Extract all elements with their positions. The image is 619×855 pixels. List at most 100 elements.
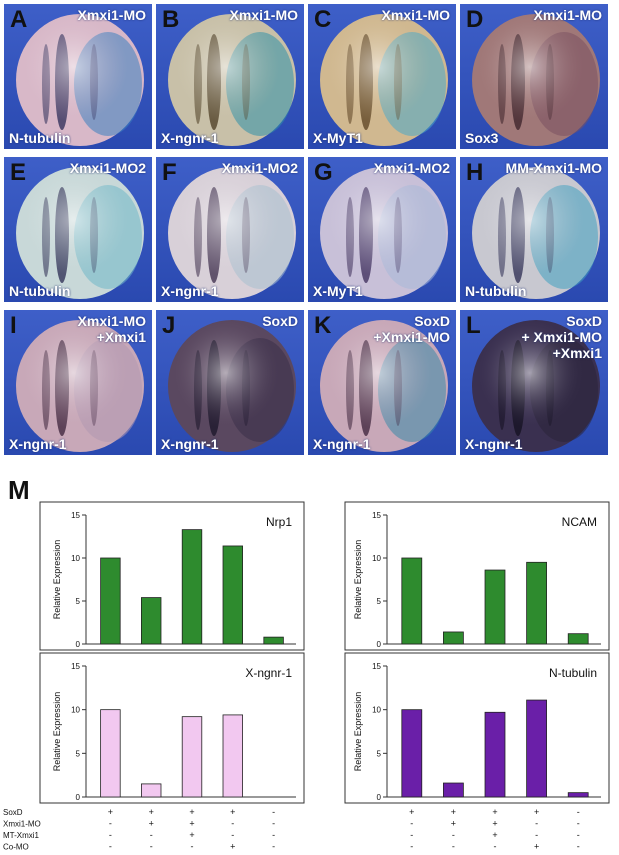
condition-label: MT-Xmxi1	[3, 831, 40, 840]
condition-label: Co-MO	[3, 843, 29, 852]
panel-condition: Xmxi1-MO	[534, 7, 602, 23]
bar-3	[182, 530, 202, 644]
panel-condition: Xmxi1-MO +Xmxi1	[78, 313, 146, 345]
y-axis-label: Relative Expression	[52, 540, 62, 620]
panel-letter: H	[466, 159, 483, 187]
y-tick-label: 0	[377, 793, 382, 802]
panel-letter: L	[466, 312, 481, 340]
panel-marker: X-ngnr-1	[161, 436, 219, 452]
panel-j: J SoxD X-ngnr-1	[156, 310, 304, 455]
condition-sign: -	[231, 830, 234, 840]
panel-condition: MM-Xmxi1-MO	[506, 160, 602, 176]
y-axis-label: Relative Expression	[353, 692, 363, 772]
y-tick-label: 0	[377, 640, 382, 649]
condition-sign: -	[410, 842, 413, 852]
condition-sign: -	[577, 830, 580, 840]
panel-marker: N-tubulin	[9, 130, 70, 146]
condition-sign: +	[492, 830, 497, 840]
condition-sign: -	[272, 842, 275, 852]
chart-title: N-tubulin	[549, 666, 597, 680]
y-tick-label: 15	[71, 511, 80, 520]
panel-e: E Xmxi1-MO2 N-tubulin	[4, 157, 152, 302]
condition-sign: +	[534, 807, 539, 817]
condition-sign: -	[452, 842, 455, 852]
condition-sign: -	[272, 807, 275, 817]
condition-sign: +	[230, 842, 235, 852]
condition-sign: +	[492, 807, 497, 817]
panel-marker: N-tubulin	[465, 283, 526, 299]
condition-sign: +	[451, 807, 456, 817]
embryo-image	[4, 157, 152, 302]
panel-b: B Xmxi1-MO X-ngnr-1	[156, 4, 304, 149]
expression-charts: 0 5 10 15 Relative Expression Nrp1 0 5 10 15 Relat…	[0, 500, 619, 855]
panel-letter: I	[10, 312, 17, 340]
condition-sign: +	[189, 830, 194, 840]
condition-sign: -	[410, 830, 413, 840]
bar-2	[141, 784, 161, 797]
condition-sign: -	[231, 819, 234, 829]
condition-sign: -	[272, 830, 275, 840]
condition-sign: -	[494, 842, 497, 852]
bar-2	[443, 783, 463, 797]
bar-5	[264, 637, 284, 644]
condition-sign: -	[150, 830, 153, 840]
y-tick-label: 5	[76, 749, 81, 758]
panel-c: C Xmxi1-MO X-MyT1	[308, 4, 456, 149]
panel-g: G Xmxi1-MO2 X-MyT1	[308, 157, 456, 302]
panel-condition: SoxD	[262, 313, 298, 329]
condition-sign: -	[452, 830, 455, 840]
condition-sign: +	[189, 819, 194, 829]
condition-sign: +	[189, 807, 194, 817]
chart-title: NCAM	[562, 515, 597, 529]
panel-d: D Xmxi1-MO Sox3	[460, 4, 608, 149]
condition-sign: -	[109, 819, 112, 829]
y-tick-label: 15	[372, 662, 381, 671]
y-tick-label: 15	[71, 662, 80, 671]
y-tick-label: 10	[71, 554, 80, 563]
panel-letter: A	[10, 6, 27, 34]
panel-letter: G	[314, 159, 333, 187]
bar-1	[402, 710, 422, 797]
bar-3	[485, 712, 505, 797]
panel-condition: Xmxi1-MO	[382, 7, 450, 23]
chart-title: X-ngnr-1	[245, 666, 292, 680]
panel-letter: F	[162, 159, 177, 187]
condition-sign: +	[409, 807, 414, 817]
panel-a: A Xmxi1-MO N-tubulin	[4, 4, 152, 149]
panel-marker: X-ngnr-1	[161, 130, 219, 146]
bar-4	[527, 562, 547, 644]
panel-letter: C	[314, 6, 331, 34]
panel-k: K SoxD +Xmxi1-MO X-ngnr-1	[308, 310, 456, 455]
y-tick-label: 10	[372, 554, 381, 563]
embryo-image	[156, 157, 304, 302]
y-axis-label: Relative Expression	[353, 540, 363, 620]
panel-h: H MM-Xmxi1-MO N-tubulin	[460, 157, 608, 302]
condition-sign: -	[109, 830, 112, 840]
y-tick-label: 10	[372, 706, 381, 715]
panel-marker: X-ngnr-1	[465, 436, 523, 452]
bar-4	[223, 715, 243, 797]
panel-letter: E	[10, 159, 26, 187]
condition-label: Xmxi1-MO	[3, 820, 41, 829]
bar-1	[101, 558, 121, 644]
condition-sign: +	[451, 819, 456, 829]
chart-title: Nrp1	[266, 515, 292, 529]
panel-marker: N-tubulin	[9, 283, 70, 299]
condition-sign: -	[272, 819, 275, 829]
y-tick-label: 5	[377, 749, 382, 758]
panel-marker: X-ngnr-1	[313, 436, 371, 452]
panel-letter: B	[162, 6, 179, 34]
condition-label: SoxD	[3, 808, 23, 817]
y-tick-label: 15	[372, 511, 381, 520]
condition-sign: +	[149, 819, 154, 829]
panel-marker: X-MyT1	[313, 130, 363, 146]
panel-letter: D	[466, 6, 483, 34]
y-tick-label: 5	[377, 597, 382, 606]
y-tick-label: 10	[71, 706, 80, 715]
panel-i: I Xmxi1-MO +Xmxi1 X-ngnr-1	[4, 310, 152, 455]
bar-1	[101, 710, 121, 797]
panel-letter: J	[162, 312, 175, 340]
condition-sign: -	[150, 842, 153, 852]
condition-sign: -	[577, 807, 580, 817]
condition-sign: +	[108, 807, 113, 817]
